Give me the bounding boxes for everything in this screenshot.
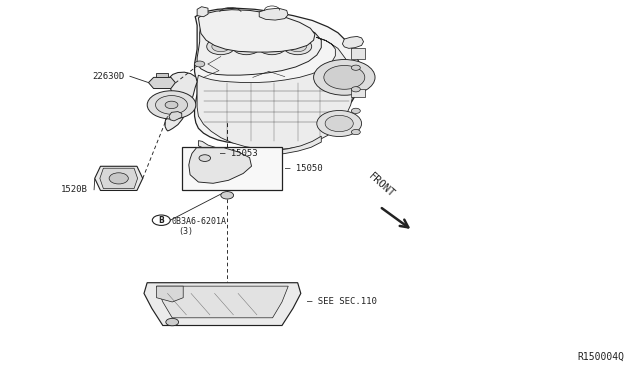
Polygon shape <box>156 73 168 77</box>
Circle shape <box>207 38 235 55</box>
Text: 0B3A6-6201A: 0B3A6-6201A <box>172 217 227 226</box>
Circle shape <box>195 61 205 67</box>
Circle shape <box>221 192 234 199</box>
Bar <box>182 147 282 190</box>
Polygon shape <box>165 72 197 131</box>
Circle shape <box>152 215 170 225</box>
Circle shape <box>314 60 375 95</box>
Bar <box>351 48 365 59</box>
Polygon shape <box>157 286 288 318</box>
Polygon shape <box>169 112 182 121</box>
Circle shape <box>324 65 365 89</box>
Polygon shape <box>198 136 321 156</box>
Text: — 15053: — 15053 <box>220 149 258 158</box>
Circle shape <box>232 38 260 55</box>
Circle shape <box>109 173 128 184</box>
Circle shape <box>199 155 211 161</box>
Text: — 15050: — 15050 <box>285 164 323 173</box>
Polygon shape <box>189 148 252 183</box>
Polygon shape <box>342 36 364 48</box>
Polygon shape <box>197 13 321 75</box>
Bar <box>351 89 365 97</box>
Polygon shape <box>197 7 208 17</box>
Text: 1520B: 1520B <box>61 185 88 194</box>
Circle shape <box>351 65 360 70</box>
Circle shape <box>289 41 307 52</box>
Text: R150004Q: R150004Q <box>577 352 624 362</box>
Circle shape <box>351 129 360 135</box>
Polygon shape <box>195 8 361 144</box>
Circle shape <box>284 38 312 55</box>
Polygon shape <box>198 10 315 52</box>
Polygon shape <box>144 283 301 326</box>
Circle shape <box>317 110 362 137</box>
Circle shape <box>351 87 360 92</box>
Circle shape <box>351 108 360 113</box>
Circle shape <box>147 91 196 119</box>
Polygon shape <box>197 37 353 150</box>
Circle shape <box>263 41 281 52</box>
Circle shape <box>212 41 230 52</box>
Text: (3): (3) <box>178 227 193 236</box>
Text: B: B <box>159 216 164 225</box>
Polygon shape <box>95 166 143 190</box>
Circle shape <box>258 38 286 55</box>
Polygon shape <box>157 286 183 302</box>
Polygon shape <box>148 77 175 89</box>
Circle shape <box>165 101 178 109</box>
Text: 22630D: 22630D <box>93 72 125 81</box>
Circle shape <box>156 96 188 114</box>
Text: FRONT: FRONT <box>367 171 397 200</box>
Circle shape <box>237 41 255 52</box>
Circle shape <box>325 115 353 132</box>
Polygon shape <box>259 8 288 20</box>
Circle shape <box>166 318 179 326</box>
Polygon shape <box>100 168 138 189</box>
Text: — SEE SEC.110: — SEE SEC.110 <box>307 298 377 307</box>
